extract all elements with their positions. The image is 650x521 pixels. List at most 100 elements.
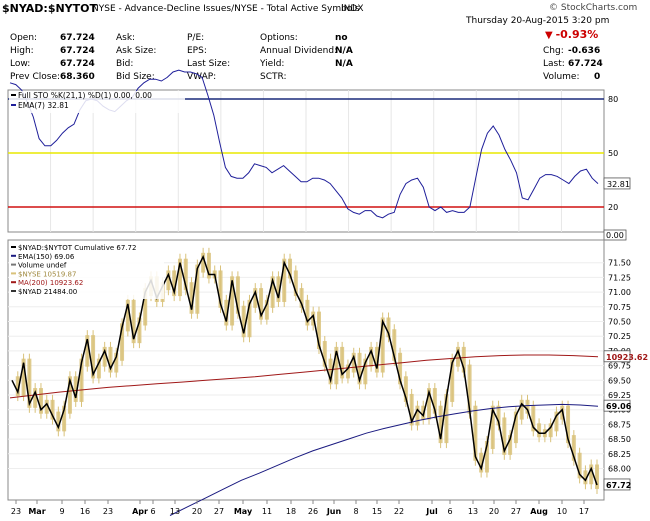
value-prev-close: 68.360 <box>60 72 95 82</box>
price-value-tag: 67.72 <box>606 481 631 490</box>
label-ask: Ask: <box>116 33 136 43</box>
label-annual-dividend: Annual Dividend: <box>260 46 338 56</box>
candle-body <box>438 405 443 444</box>
label-pe: P/E: <box>187 33 205 43</box>
x-tick-label: 27 <box>214 507 224 516</box>
price-legend-swatch <box>11 246 16 248</box>
candle-body <box>392 329 397 361</box>
candle-body <box>166 270 171 291</box>
candle-body <box>264 299 269 320</box>
candle-body <box>50 399 55 420</box>
x-tick-label: 11 <box>262 507 272 516</box>
candle-body <box>282 258 287 302</box>
candle-body <box>415 405 420 426</box>
stockcharts-watermark[interactable]: © StockCharts.com <box>549 3 638 13</box>
price-tick-label: 69.75 <box>608 362 631 371</box>
price-tick-label: 70.25 <box>608 332 631 341</box>
candle-body <box>496 405 501 426</box>
x-tick-label: 13 <box>468 507 478 516</box>
pct-change: -0.93% <box>555 28 599 41</box>
candle-body <box>595 464 599 489</box>
value-options: no <box>335 33 348 43</box>
value-volume: 0 <box>594 72 601 82</box>
price-value-tag-box <box>603 478 631 491</box>
sto-zero-box <box>603 229 627 241</box>
candle-body <box>548 423 553 438</box>
candle-body <box>508 435 513 455</box>
label-bid-size: Bid Size: <box>116 72 155 82</box>
candle-body <box>137 317 142 344</box>
sto-zero-label: 0.00 <box>606 231 624 240</box>
value-high: 67.724 <box>60 46 95 56</box>
sto-legend-entry: Full STO %K(21,1) %D(1) 0.00, 0.00 <box>18 91 152 100</box>
price-legend-swatch <box>11 290 16 292</box>
candle-body <box>461 346 466 373</box>
sto-last-value: 32.81 <box>607 180 630 189</box>
price-tick-label: 71.50 <box>608 259 631 268</box>
candle-body <box>444 393 449 444</box>
candle-body <box>334 346 339 385</box>
candle-body <box>525 399 530 414</box>
price-tick-label: 68.25 <box>608 450 631 459</box>
price-tick-label: 68.00 <box>608 465 631 474</box>
x-tick-label: 8 <box>353 507 358 516</box>
candle-body <box>577 452 582 479</box>
x-tick-label: 9 <box>59 507 64 516</box>
candle-body <box>183 258 188 291</box>
label-chg: Chg: <box>543 46 564 56</box>
x-tick-label: 20 <box>192 507 202 516</box>
label-sctr: SCTR: <box>260 72 287 82</box>
sto-legend-entry: EMA(7) 32.81 <box>18 101 69 110</box>
candle-body <box>143 288 148 326</box>
x-tick-label: Apr <box>132 507 148 516</box>
label-open: Open: <box>10 33 38 43</box>
label-bid: Bid: <box>116 59 134 69</box>
candle-body <box>467 364 472 414</box>
candle-body <box>340 346 345 379</box>
price-value-tag-box <box>603 350 631 363</box>
candle-body <box>450 358 455 402</box>
ma200-line <box>9 354 599 399</box>
stochastic-panel: 80 50 20 Full STO %K(21,1) %D(1) 0.00, 0.00… <box>7 69 631 241</box>
label-high: High: <box>10 46 34 56</box>
candle-body <box>276 276 281 302</box>
x-tick-label: 13 <box>170 507 180 516</box>
candle-body <box>328 358 333 385</box>
candle-body <box>96 358 101 379</box>
candle-body <box>189 282 194 314</box>
candle-body <box>490 405 495 449</box>
symbol-label[interactable]: $NYAD:$NYTOT <box>2 2 97 15</box>
ema150-line <box>169 403 599 516</box>
candle-body <box>259 288 264 320</box>
candle-body <box>131 299 136 344</box>
x-tick-label: 18 <box>286 507 296 516</box>
candle-body <box>172 270 177 297</box>
candle-body <box>120 323 125 361</box>
candle-body <box>177 258 182 297</box>
candle-body <box>455 346 460 367</box>
value-last: 67.724 <box>568 59 603 69</box>
label-low: Low: <box>10 59 31 69</box>
x-axis: 23 Mar 9 16 23 Apr 6 13 20 27 May 11 18 26 Jun 8 15 22 Jul… <box>11 500 589 516</box>
candle-body <box>589 464 594 485</box>
candle-body <box>299 288 304 308</box>
label-last: Last: <box>543 59 565 69</box>
candle-body <box>230 276 235 326</box>
sto-tick-label: 80 <box>608 95 618 104</box>
price-legend-entry: MA(200) 10923.62 <box>18 279 83 287</box>
x-tick-label: 6 <box>150 507 155 516</box>
x-tick-label: 26 <box>308 507 318 516</box>
x-tick-label: Aug <box>530 507 548 516</box>
price-value-tag: 10923.62 <box>606 353 648 362</box>
candle-body <box>380 317 385 373</box>
value-chg: -0.636 <box>568 46 601 56</box>
candle-body <box>369 346 374 367</box>
value-annual-dividend: N/A <box>335 46 353 56</box>
candle-body <box>85 335 90 367</box>
x-tick-label: Jul <box>425 507 438 516</box>
candle-body <box>519 399 524 420</box>
candle-body <box>316 311 321 350</box>
candle-body <box>56 411 61 432</box>
candle-body <box>409 393 414 426</box>
candle-body <box>427 388 432 420</box>
